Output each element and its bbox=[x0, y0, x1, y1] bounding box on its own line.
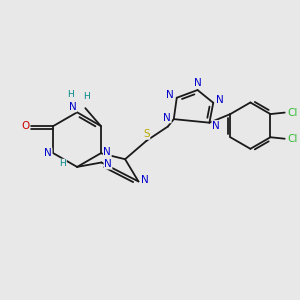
Text: N: N bbox=[104, 159, 112, 169]
Text: O: O bbox=[22, 121, 30, 131]
Text: N: N bbox=[103, 147, 111, 157]
Text: N: N bbox=[44, 148, 52, 158]
Text: Cl: Cl bbox=[288, 134, 298, 144]
Text: S: S bbox=[143, 129, 150, 139]
Text: N: N bbox=[194, 79, 201, 88]
Text: N: N bbox=[166, 90, 174, 100]
Text: H: H bbox=[67, 90, 74, 99]
Text: N: N bbox=[141, 175, 149, 185]
Text: N: N bbox=[69, 102, 77, 112]
Text: N: N bbox=[164, 112, 171, 123]
Text: H: H bbox=[60, 159, 66, 168]
Text: N: N bbox=[216, 95, 224, 105]
Text: Cl: Cl bbox=[288, 108, 298, 118]
Text: N: N bbox=[212, 121, 220, 131]
Text: H: H bbox=[83, 92, 90, 101]
